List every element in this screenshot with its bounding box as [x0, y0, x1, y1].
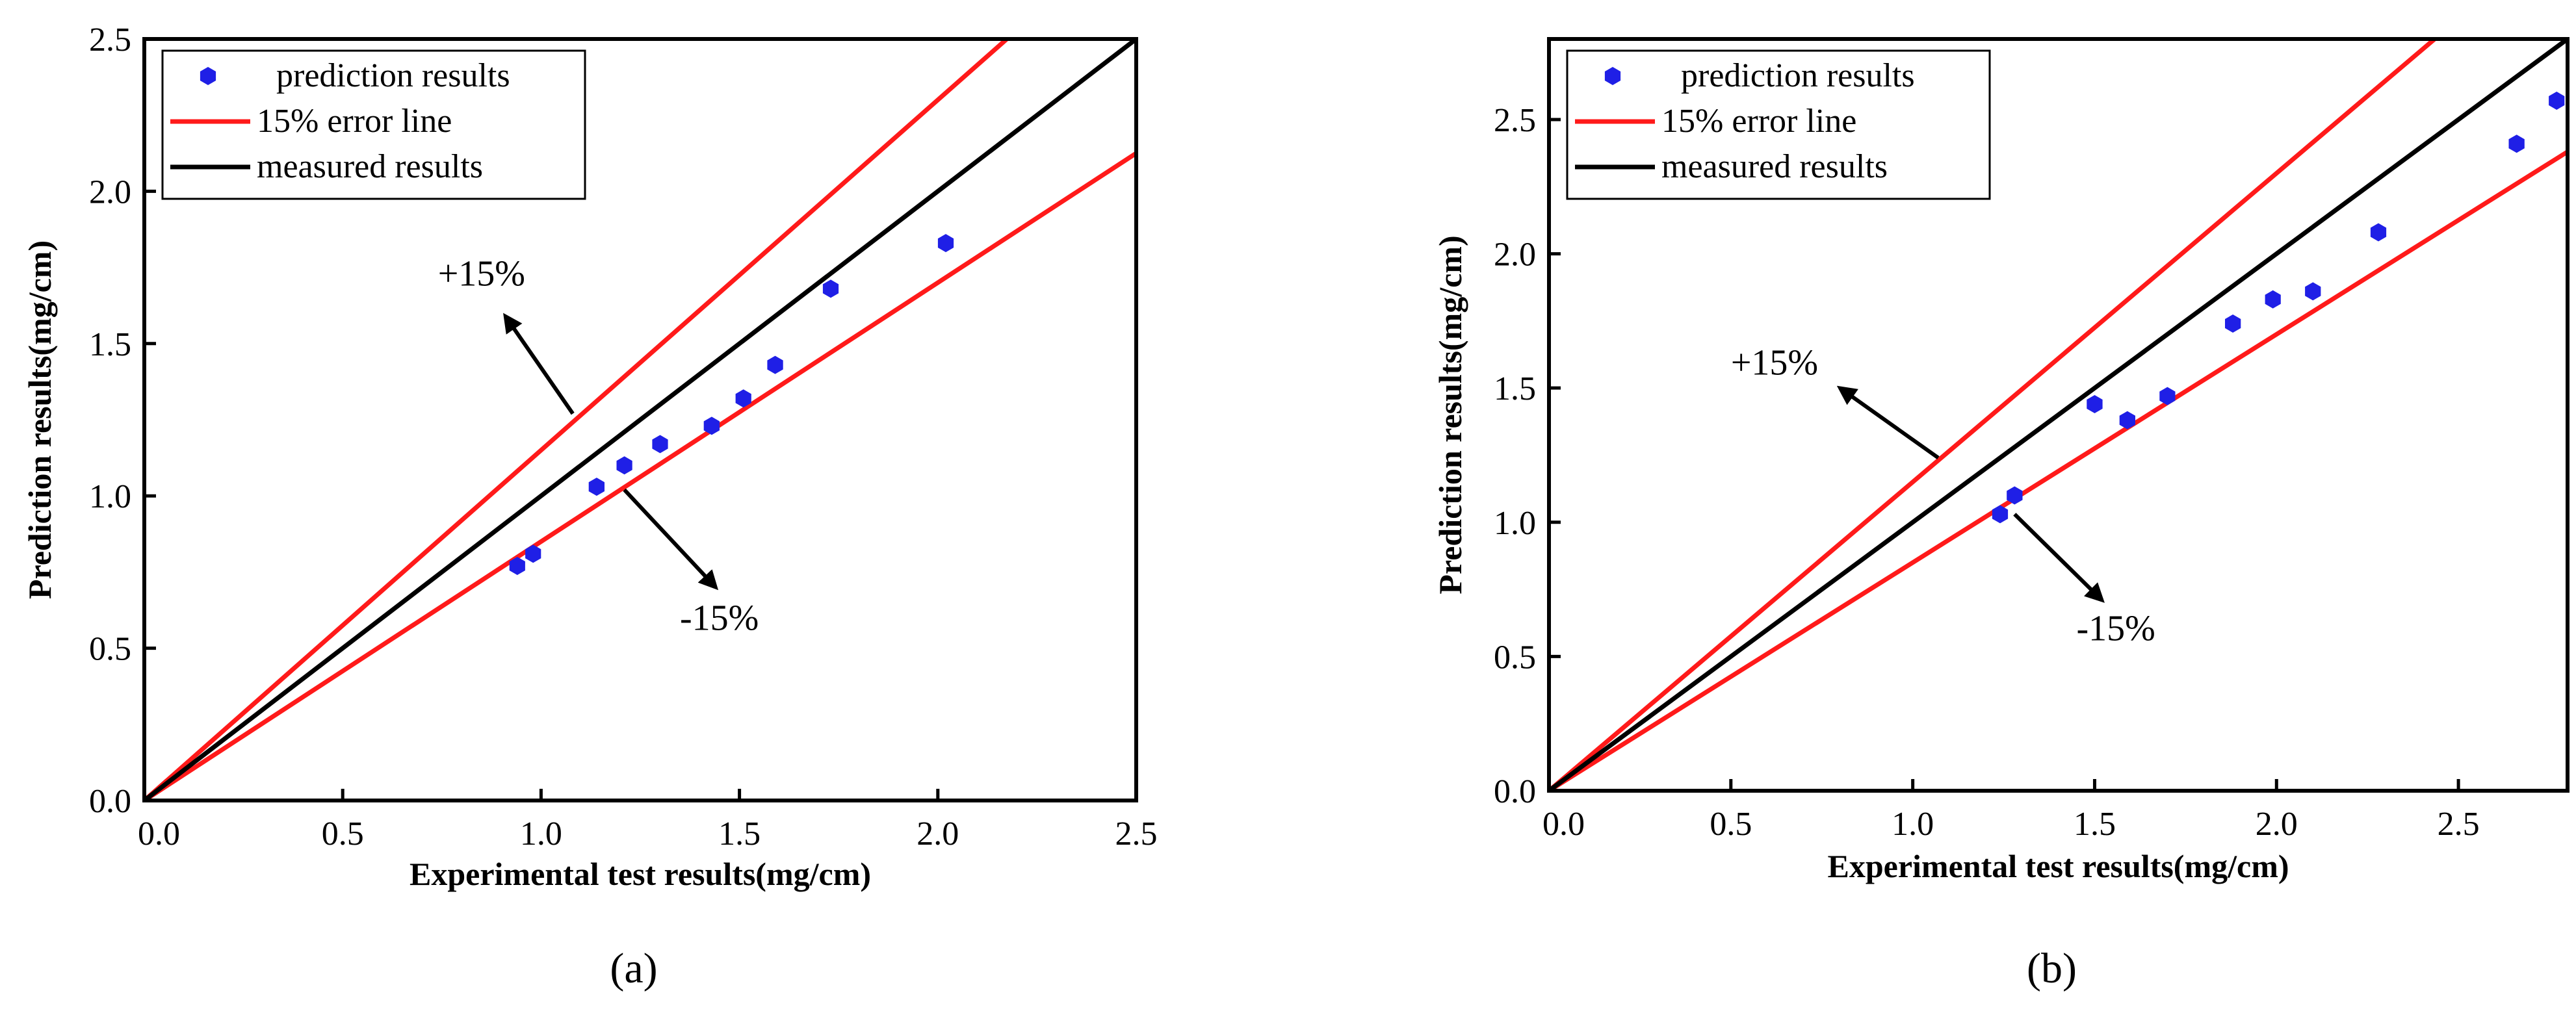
prediction-point [2549, 92, 2565, 110]
y-axis-title: Prediction results(mg/cm) [1432, 235, 1468, 594]
x-tick-label: 2.5 [2438, 806, 2480, 843]
minus-15-annotation: -15% [2076, 609, 2155, 649]
legend-label-prediction: prediction results [276, 57, 510, 94]
legend: prediction results 15% error line measured… [161, 49, 586, 200]
series-lines [1549, 39, 2568, 791]
x-tick-label: 1.0 [1892, 806, 1934, 843]
prediction-point [767, 355, 783, 374]
minus-15-error-line [144, 151, 1136, 800]
x-tick-label: 2.0 [2256, 806, 2298, 843]
series-lines [144, 39, 1136, 800]
y-tick-label: 1.5 [89, 326, 131, 363]
prediction-point [588, 478, 605, 496]
prediction-point [2087, 395, 2103, 413]
plus-15-arrow [503, 313, 575, 415]
x-tick-label: 1.0 [520, 815, 562, 852]
prediction-point [616, 456, 632, 475]
plus-15-annotation: +15% [1731, 343, 1818, 383]
plot-frame [142, 37, 1138, 802]
measured-results-line [1549, 39, 2568, 791]
plot-frame [1547, 37, 2569, 793]
chart-panel-a: 0.0 0.5 1.0 1.5 2.0 2.5 0.0 0.5 1.0 1.5 2.0 2.5 Expe… [21, 21, 1158, 992]
minus-15-arrow [2013, 513, 2105, 603]
legend-label-measured: measured results [1661, 148, 1888, 185]
x-tick-label: 0.5 [322, 815, 364, 852]
x-axis-title: Experimental test results(mg/cm) [410, 856, 871, 892]
legend-marker-points [200, 67, 216, 85]
legend: prediction results 15% error line measured… [1566, 49, 1991, 200]
minus-15-arrow [623, 488, 719, 591]
prediction-point [822, 279, 839, 298]
legend-label-measured: measured results [257, 148, 483, 185]
prediction-point [2119, 411, 2135, 429]
chart-panel-b: 0.0 0.5 1.0 1.5 2.0 2.5 0.0 0.5 1.0 1.5 2.0 2.5 Expe… [1432, 37, 2569, 992]
legend-label-prediction: prediction results [1681, 57, 1915, 94]
y-axis-title: Prediction results(mg/cm) [21, 240, 58, 599]
plus-15-error-line [144, 39, 1011, 800]
minus-15-annotation: -15% [680, 598, 759, 638]
prediction-point [2265, 290, 2281, 309]
measured-results-line [144, 39, 1136, 800]
prediction-point [525, 544, 541, 563]
x-tick-label: 2.5 [1115, 815, 1158, 852]
legend-box [1566, 49, 1991, 200]
legend-label-error-line: 15% error line [1661, 103, 1856, 140]
x-tick-label: 0.0 [138, 815, 180, 852]
x-tick-label: 2.0 [917, 815, 959, 852]
y-tick-label: 2.0 [89, 173, 131, 211]
plus-15-error-line [1549, 39, 2439, 791]
y-tick-label: 0.5 [1494, 639, 1536, 676]
prediction-point [509, 557, 525, 575]
panel-caption: (b) [2027, 945, 2077, 992]
prediction-point [937, 234, 954, 253]
y-tick-label: 1.0 [89, 478, 131, 515]
x-axis-title: Experimental test results(mg/cm) [1827, 848, 2289, 884]
y-tick-label: 1.5 [1494, 370, 1536, 407]
legend-box [161, 49, 586, 200]
y-tick-label: 2.5 [89, 21, 131, 58]
panel-caption: (a) [610, 945, 657, 992]
y-tick-label: 2.0 [1494, 237, 1536, 274]
x-tick-label: 0.0 [1542, 806, 1585, 843]
y-tick-label: 1.0 [1494, 505, 1536, 542]
prediction-point [2370, 223, 2387, 242]
legend-label-error-line: 15% error line [257, 103, 452, 140]
prediction-point [2305, 282, 2321, 301]
prediction-point [735, 389, 751, 408]
prediction-point [1992, 505, 2009, 524]
minus-15-error-line [1549, 149, 2568, 791]
prediction-point [2508, 134, 2525, 153]
prediction-point [2225, 314, 2241, 333]
y-tick-label: 0.5 [89, 631, 131, 668]
plus-15-arrow [1836, 385, 1940, 460]
prediction-point [703, 416, 720, 435]
y-tick-label: 0.0 [89, 783, 131, 820]
legend-marker-points [1604, 67, 1621, 85]
prediction-point [2159, 387, 2176, 405]
x-tick-label: 1.5 [2074, 806, 2116, 843]
y-tick-label: 2.5 [1494, 102, 1536, 139]
x-tick-label: 0.5 [1710, 806, 1752, 843]
plus-15-annotation: +15% [438, 254, 525, 294]
y-tick-label: 0.0 [1494, 773, 1536, 810]
x-tick-label: 1.5 [718, 815, 761, 852]
prediction-point [2007, 486, 2023, 505]
prediction-point [652, 435, 668, 454]
